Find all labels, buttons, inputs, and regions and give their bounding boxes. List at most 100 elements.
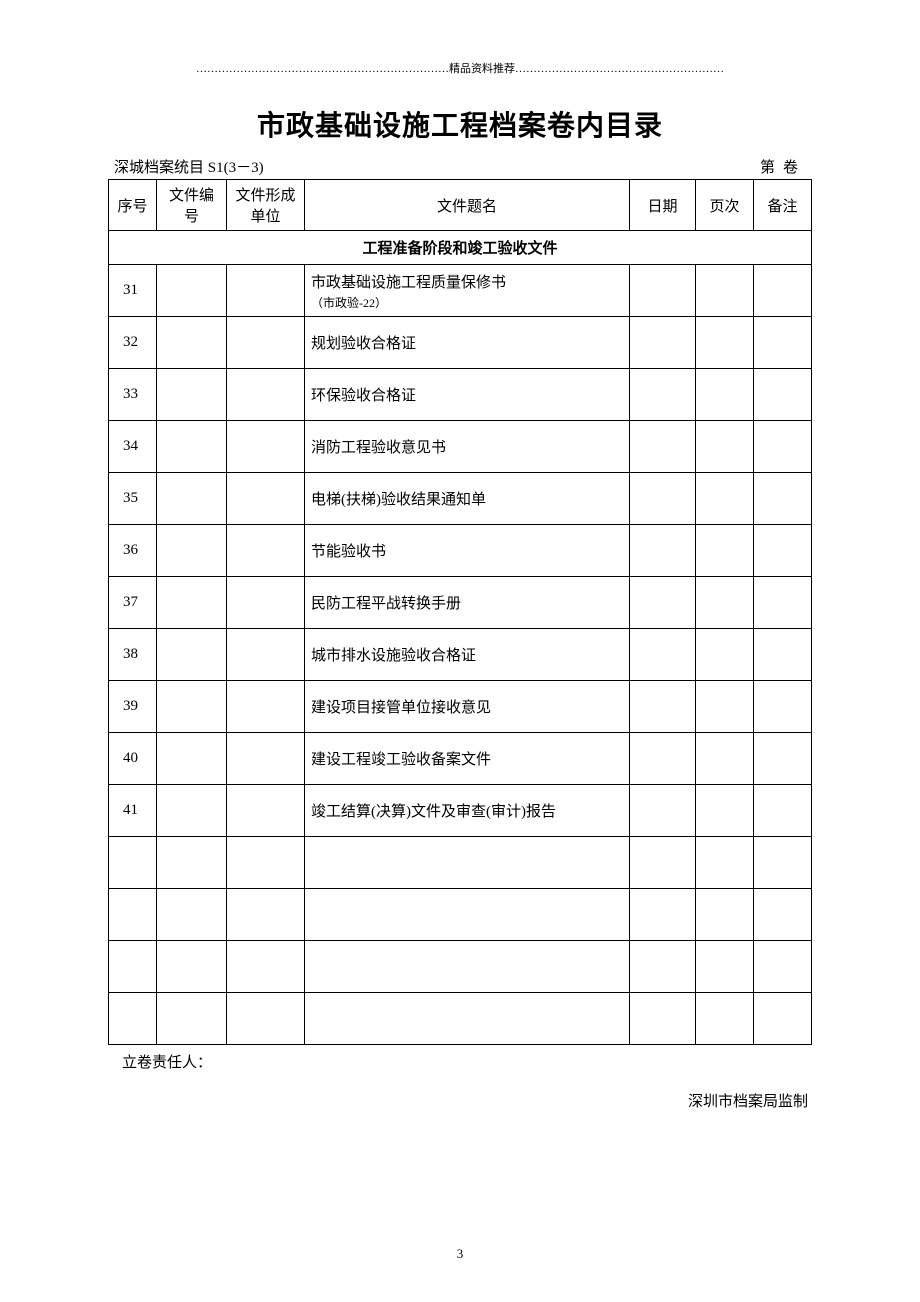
cell-date bbox=[630, 993, 696, 1045]
table-row: 33环保验收合格证 bbox=[109, 369, 812, 421]
col-name: 文件题名 bbox=[305, 180, 630, 231]
table-row bbox=[109, 941, 812, 993]
page-number: 3 bbox=[0, 1246, 920, 1262]
cell-unit bbox=[227, 421, 305, 473]
cell-name: 电梯(扶梯)验收结果通知单 bbox=[305, 473, 630, 525]
cell-date bbox=[630, 785, 696, 837]
cell-name bbox=[305, 889, 630, 941]
cell-name: 民防工程平战转换手册 bbox=[305, 577, 630, 629]
cell-docno bbox=[157, 265, 227, 317]
cell-unit bbox=[227, 577, 305, 629]
footer-right: 深圳市档案局监制 bbox=[108, 1090, 812, 1111]
cell-docno bbox=[157, 369, 227, 421]
page-title: 市政基础设施工程档案卷内目录 bbox=[108, 104, 812, 144]
table-row: 39 建设项目接管单位接收意见 bbox=[109, 681, 812, 733]
cell-docno bbox=[157, 785, 227, 837]
doc-name: 民防工程平战转换手册 bbox=[311, 596, 461, 612]
cell-page bbox=[696, 889, 754, 941]
cell-name: 竣工结算(决算)文件及审查(审计)报告 bbox=[305, 785, 630, 837]
table-row bbox=[109, 889, 812, 941]
cell-note bbox=[754, 785, 812, 837]
cell-note bbox=[754, 733, 812, 785]
cell-docno bbox=[157, 837, 227, 889]
cell-page bbox=[696, 265, 754, 317]
cell-page bbox=[696, 473, 754, 525]
cell-unit bbox=[227, 993, 305, 1045]
section-title: 工程准备阶段和竣工验收文件 bbox=[109, 231, 812, 265]
doc-name: 建设项目接管单位接收意见 bbox=[311, 700, 491, 716]
table-row: 31市政基础设施工程质量保修书（市政验-22） bbox=[109, 265, 812, 317]
cell-unit bbox=[227, 265, 305, 317]
table-row: 38城市排水设施验收合格证 bbox=[109, 629, 812, 681]
cell-docno bbox=[157, 993, 227, 1045]
cell-date bbox=[630, 837, 696, 889]
cell-page bbox=[696, 733, 754, 785]
cell-name: 市政基础设施工程质量保修书（市政验-22） bbox=[305, 265, 630, 317]
cell-date bbox=[630, 629, 696, 681]
cell-note bbox=[754, 993, 812, 1045]
col-unit: 文件形成单位 bbox=[227, 180, 305, 231]
cell-docno bbox=[157, 473, 227, 525]
cell-page bbox=[696, 941, 754, 993]
cell-name: 城市排水设施验收合格证 bbox=[305, 629, 630, 681]
cell-page bbox=[696, 317, 754, 369]
doc-name: 城市排水设施验收合格证 bbox=[311, 648, 476, 664]
table-body: 工程准备阶段和竣工验收文件 31市政基础设施工程质量保修书（市政验-22）32规… bbox=[109, 231, 812, 1045]
cell-seq: 35 bbox=[109, 473, 157, 525]
cell-seq: 36 bbox=[109, 525, 157, 577]
top-decoration: ……………………………………………………………精品资料推荐……………………………… bbox=[108, 60, 812, 76]
catalog-table: 序号 文件编号 文件形成单位 文件题名 日期 页次 备注 工程准备阶段和竣工验收… bbox=[108, 179, 812, 1045]
cell-unit bbox=[227, 941, 305, 993]
table-row: 37 民防工程平战转换手册 bbox=[109, 577, 812, 629]
cell-seq: 33 bbox=[109, 369, 157, 421]
col-docno: 文件编号 bbox=[157, 180, 227, 231]
cell-note bbox=[754, 629, 812, 681]
cell-docno bbox=[157, 577, 227, 629]
cell-note bbox=[754, 941, 812, 993]
cell-unit bbox=[227, 733, 305, 785]
cell-unit bbox=[227, 525, 305, 577]
table-header-row: 序号 文件编号 文件形成单位 文件题名 日期 页次 备注 bbox=[109, 180, 812, 231]
cell-docno bbox=[157, 681, 227, 733]
doc-name: 电梯(扶梯)验收结果通知单 bbox=[311, 492, 486, 508]
cell-docno bbox=[157, 525, 227, 577]
col-note: 备注 bbox=[754, 180, 812, 231]
cell-page bbox=[696, 993, 754, 1045]
cell-date bbox=[630, 941, 696, 993]
cell-date bbox=[630, 577, 696, 629]
cell-page bbox=[696, 421, 754, 473]
cell-unit bbox=[227, 785, 305, 837]
cell-unit bbox=[227, 837, 305, 889]
cell-date bbox=[630, 421, 696, 473]
cell-seq: 32 bbox=[109, 317, 157, 369]
cell-unit bbox=[227, 369, 305, 421]
cell-seq: 37 bbox=[109, 577, 157, 629]
table-row: 35 电梯(扶梯)验收结果通知单 bbox=[109, 473, 812, 525]
cell-name bbox=[305, 941, 630, 993]
cell-name bbox=[305, 993, 630, 1045]
cell-date bbox=[630, 889, 696, 941]
volume-label: 第卷 bbox=[760, 156, 806, 177]
cell-note bbox=[754, 889, 812, 941]
cell-seq: 39 bbox=[109, 681, 157, 733]
table-row: 41 竣工结算(决算)文件及审查(审计)报告 bbox=[109, 785, 812, 837]
cell-unit bbox=[227, 681, 305, 733]
col-date: 日期 bbox=[630, 180, 696, 231]
doc-name: 建设工程竣工验收备案文件 bbox=[311, 752, 491, 768]
cell-page bbox=[696, 525, 754, 577]
cell-name: 消防工程验收意见书 bbox=[305, 421, 630, 473]
cell-note bbox=[754, 473, 812, 525]
cell-note bbox=[754, 681, 812, 733]
cell-date bbox=[630, 317, 696, 369]
cell-unit bbox=[227, 317, 305, 369]
cell-docno bbox=[157, 733, 227, 785]
cell-note bbox=[754, 317, 812, 369]
cell-note bbox=[754, 369, 812, 421]
archive-code: 深城档案统目 S1(3－3) bbox=[114, 156, 264, 177]
cell-name bbox=[305, 837, 630, 889]
cell-docno bbox=[157, 941, 227, 993]
cell-seq: 41 bbox=[109, 785, 157, 837]
volume-prefix: 第 bbox=[760, 160, 783, 176]
doc-name-sub: （市政验-22） bbox=[311, 294, 623, 311]
cell-seq bbox=[109, 941, 157, 993]
